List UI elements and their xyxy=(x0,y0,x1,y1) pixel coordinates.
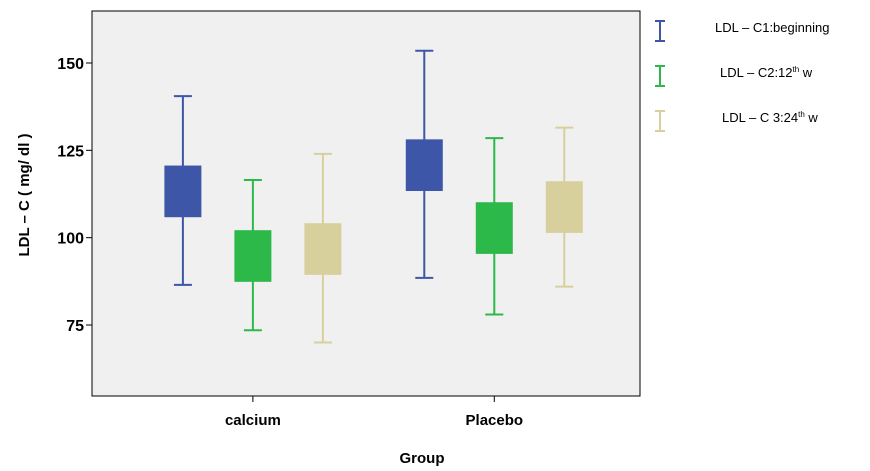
y-tick-label: 125 xyxy=(57,143,84,160)
legend-item: LDL – C2:12th w xyxy=(655,65,813,87)
box-body xyxy=(164,165,202,218)
y-tick-label: 75 xyxy=(66,318,84,335)
box-plot xyxy=(234,179,272,332)
legend-label: LDL – C 3:24th w xyxy=(722,110,818,125)
x-axis-title: Group xyxy=(400,450,445,467)
legend-label: LDL – C2:12th w xyxy=(720,65,813,80)
box-plot xyxy=(164,95,202,286)
box-plot xyxy=(475,137,513,316)
x-category-label: Placebo xyxy=(466,412,524,429)
y-axis: 75 100 125 150 xyxy=(57,56,92,335)
box-body xyxy=(304,223,342,275)
boxes-layer xyxy=(164,49,583,344)
y-tick-label: 100 xyxy=(57,231,84,248)
x-axis: calcium Placebo xyxy=(225,396,523,429)
box-body xyxy=(405,139,443,192)
box-body xyxy=(475,202,513,254)
legend-label: LDL – C1:beginning xyxy=(715,20,829,35)
box-plot xyxy=(304,152,342,344)
box-plot xyxy=(405,49,443,279)
box-body xyxy=(234,230,272,282)
box-body xyxy=(545,181,583,233)
legend-item: LDL – C 3:24th w xyxy=(655,110,818,132)
box-plot xyxy=(545,126,583,288)
x-category-label: calcium xyxy=(225,412,281,429)
legend-item: LDL – C1:beginning xyxy=(655,20,829,42)
y-tick-label: 150 xyxy=(57,56,84,73)
legend: LDL – C1:beginning LDL – C2:12th w LDL – C… xyxy=(655,20,829,132)
y-axis-title: LDL – C ( mg/ dl ) xyxy=(16,133,33,256)
